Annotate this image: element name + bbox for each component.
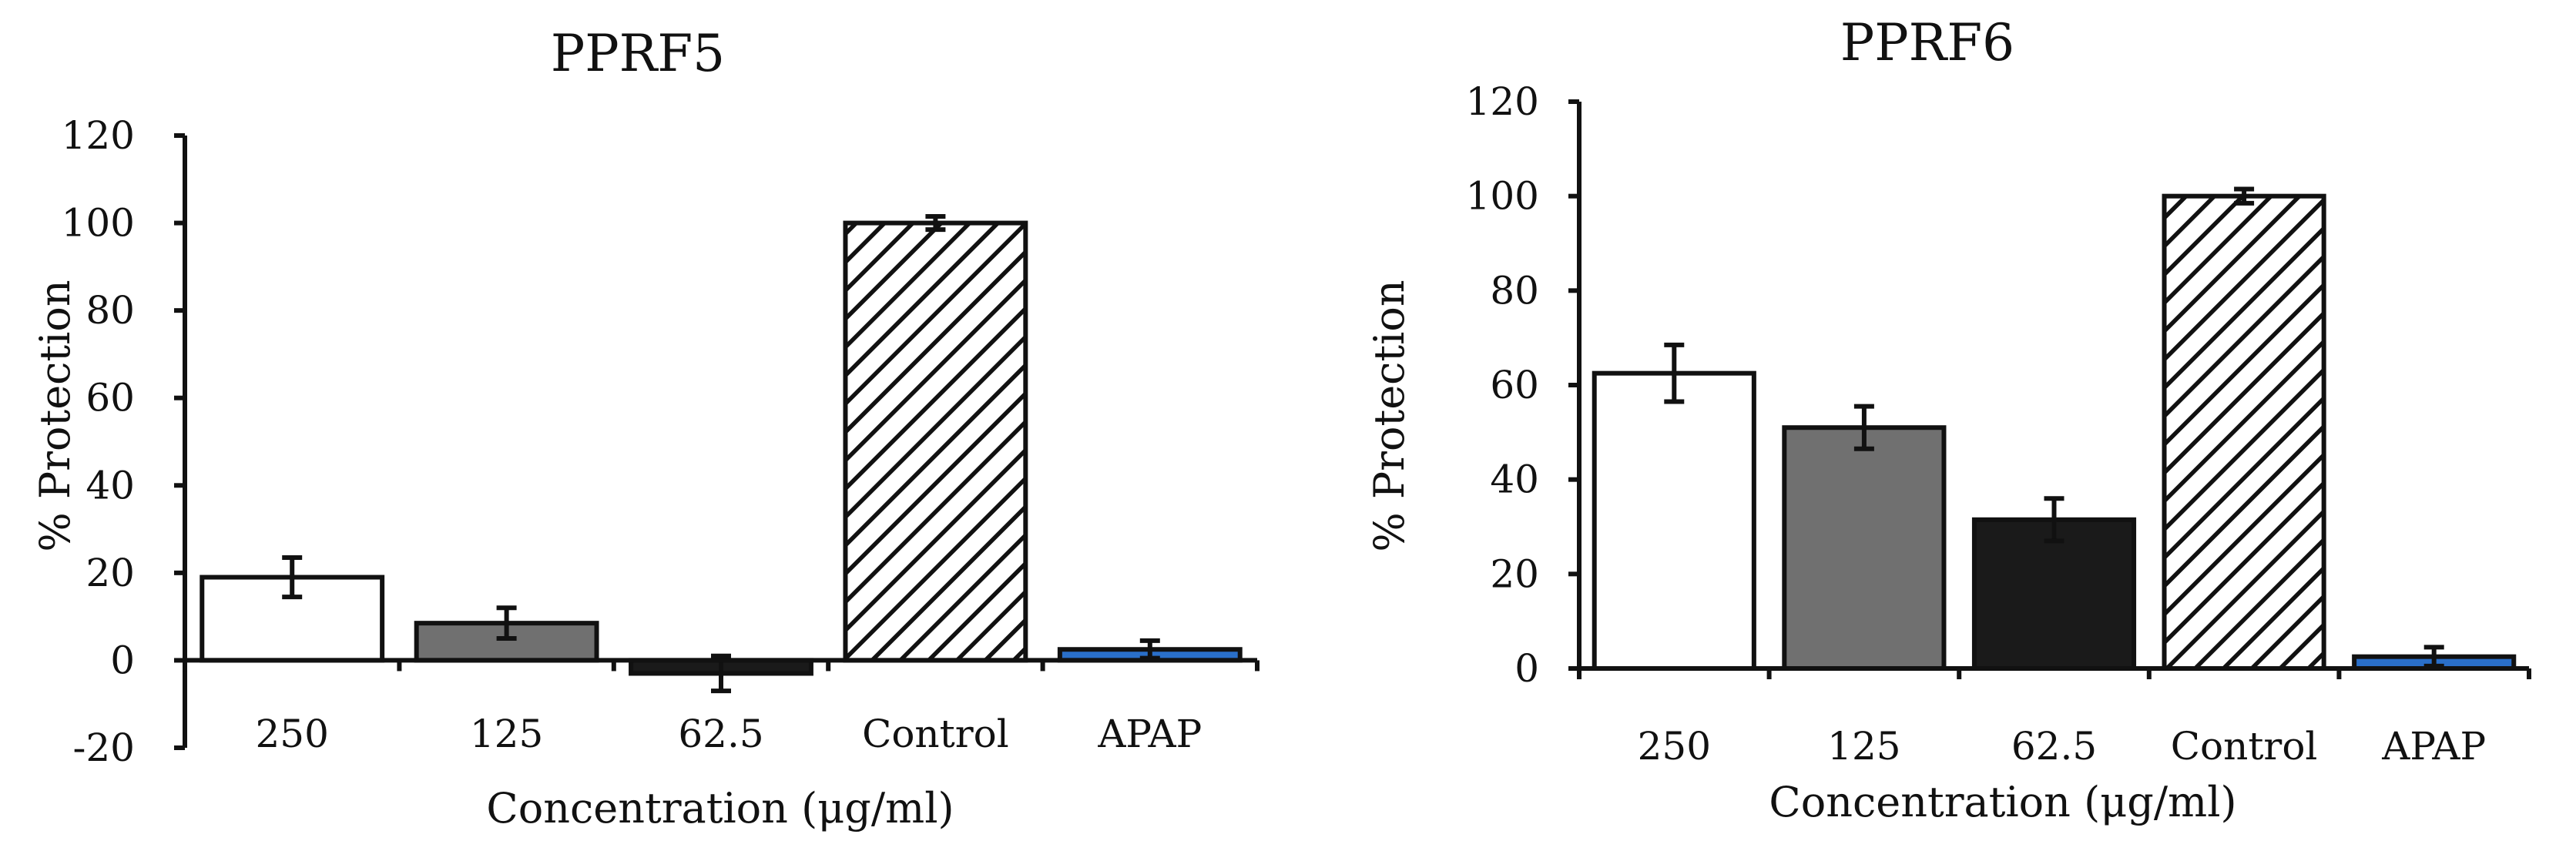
- chart-pprf6-axes: [1577, 102, 2531, 679]
- chart-pprf5-category-label: 250: [255, 712, 328, 756]
- chart-pprf5-errorbar: [282, 554, 303, 600]
- chart-pprf6-category-label: 125: [1827, 724, 1900, 769]
- chart-pprf6-title: PPRF6: [1840, 13, 2014, 72]
- chart-pprf6-ytick-label: 100: [1466, 174, 1539, 219]
- chart-pprf6-ytick-label: 20: [1490, 551, 1539, 596]
- chart-pprf5-category-label: 125: [470, 712, 543, 756]
- chart-pprf5-errorbars: [282, 214, 1160, 694]
- chart-pprf5-ytick-label: 60: [86, 376, 135, 420]
- chart-pprf6-yticks: 0 20 40 60 80 100 120: [1466, 79, 1579, 691]
- chart-pprf6-bars: [1592, 193, 2517, 672]
- chart-pprf6-bar-250: [1592, 370, 1756, 671]
- chart-pprf5-category-label: Control: [862, 712, 1009, 756]
- chart-pprf5-ytick-label: 80: [86, 288, 135, 333]
- chart-pprf5: PPRF5 % Protection Concentration (μg/ml)…: [31, 24, 1259, 833]
- chart-pprf6-ytick-label: 0: [1514, 646, 1539, 691]
- chart-pprf6-ytick-label: 60: [1490, 363, 1539, 407]
- chart-pprf6-ytick-label: 80: [1490, 268, 1539, 313]
- chart-pprf6-bar-control: [2162, 193, 2326, 671]
- chart-pprf5-category-label: 62.5: [678, 712, 763, 756]
- chart-pprf6-errorbars: [1664, 186, 2444, 668]
- chart-pprf6-bar-62-5: [1971, 517, 2137, 671]
- chart-pprf6-xticks: 250 125 62.5 Control APAP: [1638, 724, 2487, 769]
- chart-pprf6-category-label: 62.5: [2011, 724, 2097, 769]
- chart-pprf5-ytick-label: 40: [86, 463, 135, 508]
- chart-pprf5-axes: [183, 136, 1259, 748]
- chart-pprf6-bar-125: [1782, 425, 1947, 671]
- chart-pprf5-ytick-label: -20: [72, 725, 135, 770]
- chart-pprf5-ylabel: % Protection: [31, 280, 79, 551]
- chart-pprf5-xlabel: Concentration (μg/ml): [486, 784, 954, 833]
- chart-pprf6-category-label: Control: [2171, 724, 2318, 769]
- chart-pprf5-xticks: 250 125 62.5 Control APAP: [255, 712, 1202, 756]
- chart-pprf5-category-label: APAP: [1097, 712, 1202, 756]
- chart-pprf6: PPRF6 % Protection Concentration (μg/ml)…: [1365, 13, 2531, 826]
- chart-pprf5-ytick-label: 120: [62, 113, 135, 158]
- chart-pprf5-ytick-label: 0: [110, 638, 135, 682]
- chart-pprf6-errorbar: [2423, 645, 2444, 668]
- chart-pprf6-errorbar: [2234, 186, 2255, 206]
- chart-pprf6-category-label: 250: [1638, 724, 1711, 769]
- chart-pprf5-ytick-label: 100: [62, 201, 135, 246]
- chart-pprf6-errorbar: [2044, 496, 2064, 544]
- chart-pprf5-bars: [200, 220, 1243, 676]
- chart-pprf6-xlabel: Concentration (μg/ml): [1769, 778, 2236, 826]
- chart-pprf5-ytick-label: 20: [86, 551, 135, 595]
- chart-pprf6-errorbar: [1853, 404, 1874, 451]
- chart-pprf5-yticks: -20 0 20 40 60 80 100 120: [62, 113, 185, 770]
- chart-pprf6-category-label: APAP: [2381, 724, 2486, 769]
- chart-pprf5-bar-control: [843, 220, 1028, 663]
- chart-pprf5-errorbar: [496, 605, 517, 642]
- chart-pprf5-title: PPRF5: [551, 24, 725, 83]
- chart-pprf6-ylabel: % Protection: [1365, 280, 1414, 551]
- chart-pprf5-errorbar: [925, 214, 946, 233]
- chart-pprf6-errorbar: [1664, 342, 1685, 404]
- chart-pprf6-ytick-label: 40: [1490, 457, 1539, 502]
- chart-pprf6-ytick-label: 120: [1466, 79, 1539, 124]
